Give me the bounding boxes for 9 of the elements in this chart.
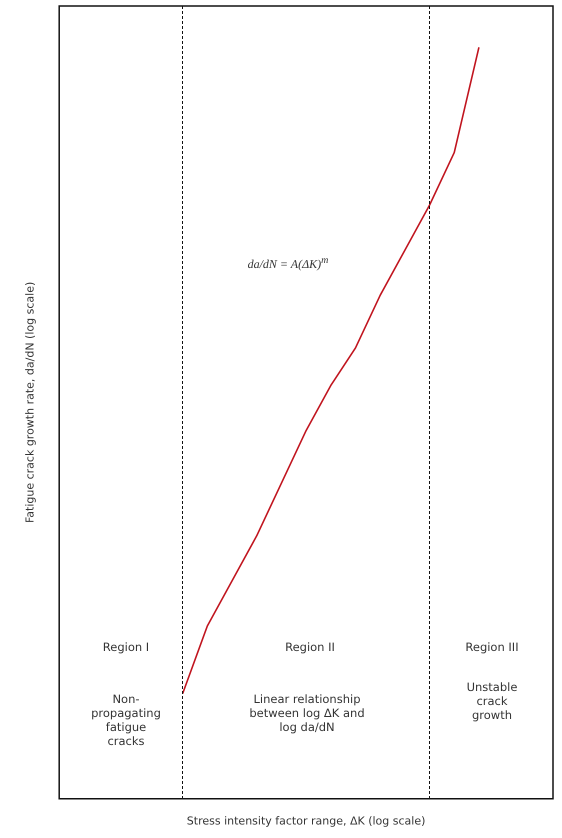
annotation: Region II [284,640,336,654]
x-axis-title: Stress intensity factor range, ΔK (log scale) [186,814,426,828]
annotation: Region I [102,640,150,654]
annotation: Linear relationship between log ΔK and log da/dN [248,692,366,734]
annotation: Unstable crack growth [466,680,518,722]
annotation: Non-propagating fatigue cracks [90,692,162,748]
y-axis-title: Fatigue crack growth rate, da/dN (log scale) [23,282,36,524]
annotation: da/dN = A(ΔK)$^{m}$ [246,254,330,271]
annotation: Region III [464,640,520,654]
